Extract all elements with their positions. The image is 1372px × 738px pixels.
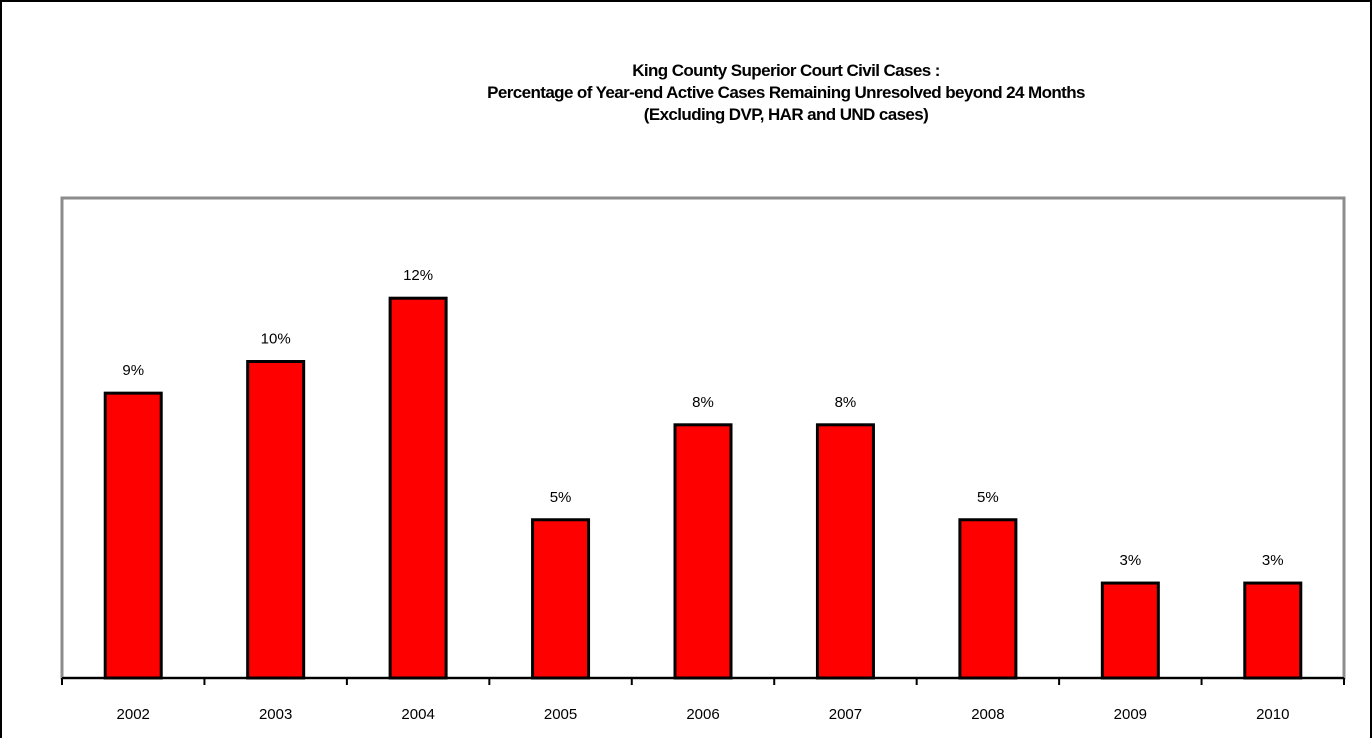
x-tick-label-2009: 2009 xyxy=(1114,706,1147,723)
data-label-2002: 9% xyxy=(122,362,144,379)
x-tick-label-2006: 2006 xyxy=(686,706,719,723)
bar-2005 xyxy=(531,518,591,680)
bars-layer xyxy=(103,296,1303,680)
data-label-2009: 3% xyxy=(1119,552,1141,569)
data-label-2008: 5% xyxy=(977,489,999,506)
bar-2004 xyxy=(388,296,448,680)
data-label-2003: 10% xyxy=(261,331,291,348)
bar-2006 xyxy=(673,423,733,680)
chart-title-line-3: (Excluding DVP, HAR and UND cases) xyxy=(643,105,929,124)
bar-2008 xyxy=(958,518,1018,680)
bar-2010 xyxy=(1243,581,1303,680)
bar-2007 xyxy=(815,423,875,680)
chart-title-line-2: Percentage of Year-end Active Cases Rema… xyxy=(487,83,1085,102)
bar-2003 xyxy=(246,360,306,680)
x-axis: 2002 2003 2004 2005 2006 2007 2008 2009 2010 xyxy=(61,677,1345,723)
data-labels-layer: 9% 10% 12% 5% 8% 8% 5% 3% 3% xyxy=(122,267,1283,569)
x-tick-label-2004: 2004 xyxy=(401,706,434,723)
x-tick-label-2003: 2003 xyxy=(259,706,292,723)
x-tick-label-2002: 2002 xyxy=(117,706,150,723)
data-label-2010: 3% xyxy=(1262,552,1284,569)
bar-2002 xyxy=(103,391,163,680)
data-label-2004: 12% xyxy=(403,267,433,284)
data-label-2006: 8% xyxy=(692,394,714,411)
x-tick-label-2010: 2010 xyxy=(1256,706,1289,723)
chart-title-line-1: King County Superior Court Civil Cases : xyxy=(632,61,940,80)
chart-title: King County Superior Court Civil Cases :… xyxy=(286,60,1286,126)
data-label-2007: 8% xyxy=(835,394,857,411)
bar-2009 xyxy=(1100,581,1160,680)
x-tick-label-2005: 2005 xyxy=(544,706,577,723)
data-label-2005: 5% xyxy=(550,489,572,506)
x-tick-label-2007: 2007 xyxy=(829,706,862,723)
x-tick-label-2008: 2008 xyxy=(971,706,1004,723)
